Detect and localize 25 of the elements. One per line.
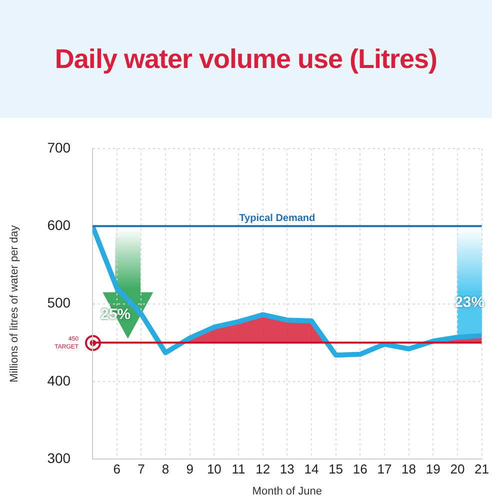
x-tick-label: 10: [206, 462, 222, 477]
x-tick-label: 9: [186, 462, 194, 477]
x-tick-label: 8: [162, 462, 170, 477]
x-tick-label: 7: [138, 462, 145, 477]
y-tick-label: 600: [47, 216, 71, 233]
y-tick-label: 500: [47, 294, 71, 311]
y-tick-label: 400: [47, 372, 71, 388]
x-tick-label: 18: [402, 462, 416, 477]
y-tick-label: 300: [47, 450, 71, 466]
y-axis-title: Millions of litres of water per day: [8, 224, 21, 382]
x-tick-label: 6: [113, 462, 120, 477]
x-tick-label: 21: [474, 462, 490, 477]
x-tick-label: 12: [256, 462, 270, 477]
x-axis-title: Month of June: [252, 485, 322, 498]
x-tick-label: 17: [377, 462, 392, 477]
x-tick-label: 14: [304, 462, 319, 477]
x-tick-label: 16: [352, 462, 368, 477]
x-tick-label: 11: [232, 462, 246, 477]
ref-line-label: Typical Demand: [239, 212, 316, 224]
x-tick-label: 13: [280, 462, 294, 477]
chart-title: Daily water volume use (Litres): [54, 44, 438, 74]
x-tick-label: 20: [450, 462, 465, 477]
y-tick-label: 700: [47, 139, 71, 156]
x-tick-label: 19: [426, 462, 440, 477]
x-tick-label: 15: [328, 462, 344, 477]
